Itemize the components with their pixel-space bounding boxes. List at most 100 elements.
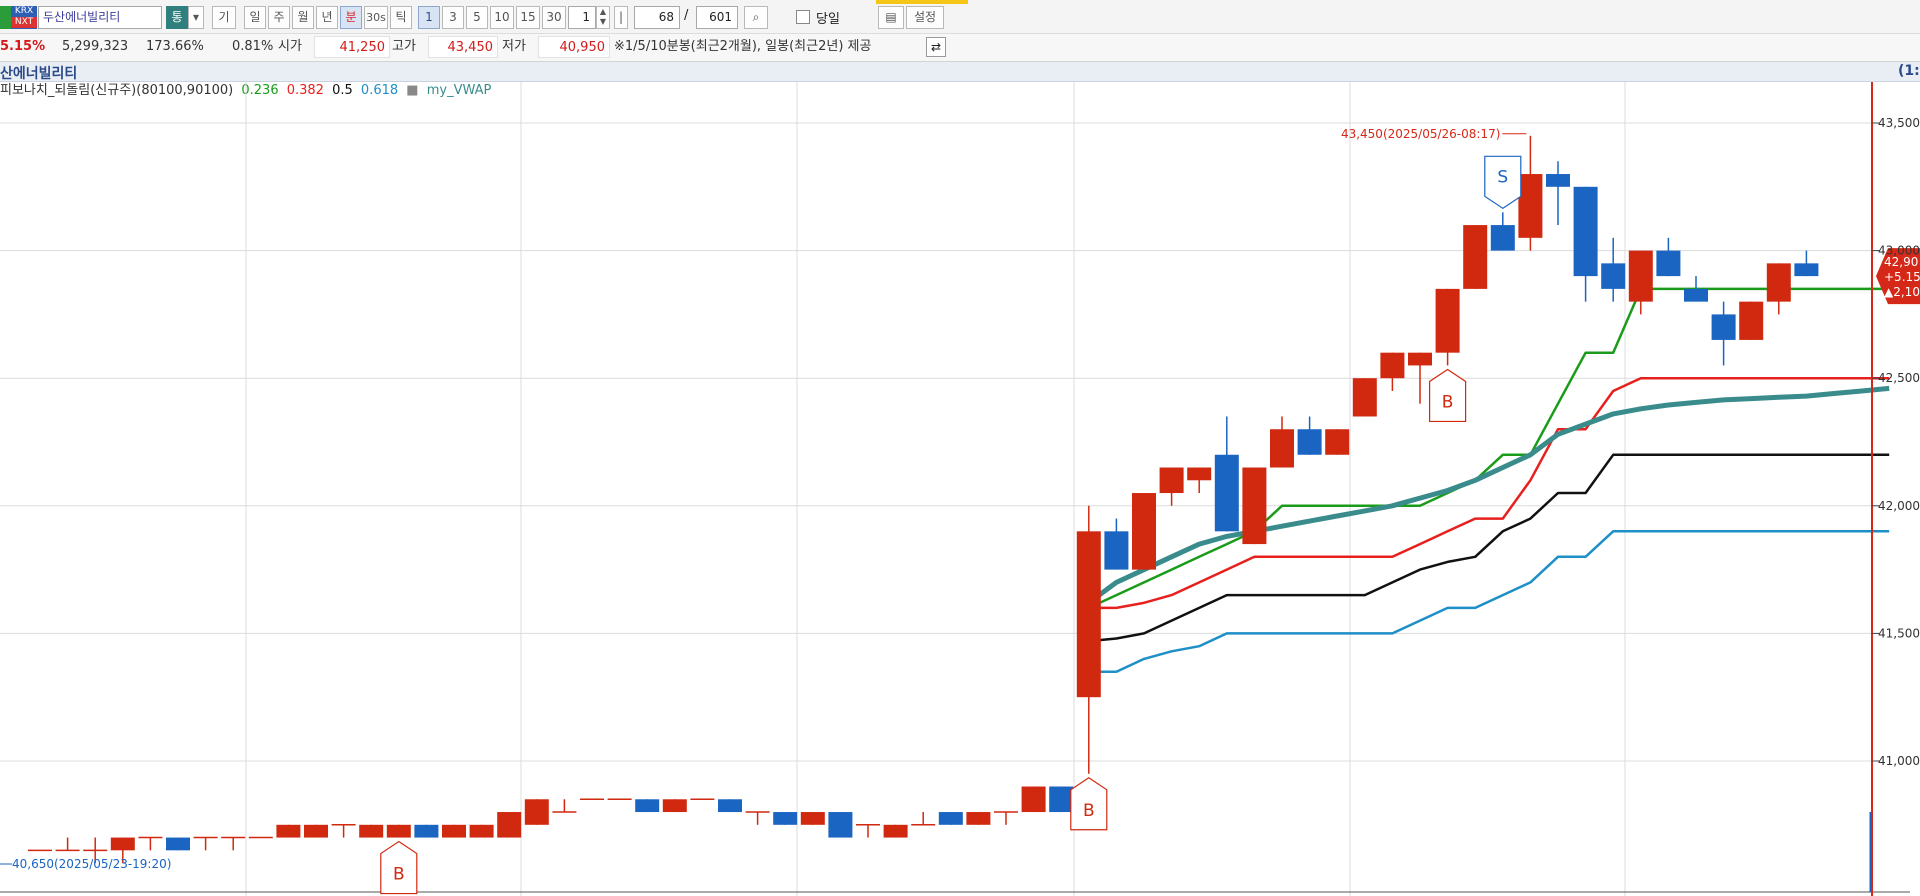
open-label: 시가 (278, 39, 302, 54)
low-label: 저가 (502, 39, 526, 54)
candle-body (304, 824, 328, 838)
same-day-checkbox[interactable] (796, 10, 810, 24)
candle-body (359, 824, 384, 838)
period-button-30s[interactable]: 30s (364, 6, 388, 29)
candle-body (1297, 429, 1322, 455)
candle-body (1490, 225, 1515, 251)
minute-label: 3 (449, 10, 457, 24)
open-value: 41,250 (314, 36, 390, 58)
save-icon: ▤ (885, 10, 897, 24)
code-type-button[interactable]: 통 (166, 6, 188, 29)
period-label: 일 (249, 10, 261, 24)
candle-body (1711, 314, 1736, 340)
candle-body (1794, 263, 1819, 277)
exchange-badge[interactable]: KRX NXT (11, 6, 37, 29)
magnifier-icon: ⌕ (752, 10, 760, 24)
buy-signal-marker (1428, 368, 1467, 423)
signal-label: B (1083, 801, 1095, 821)
period-label: 년 (321, 10, 333, 24)
candle-body (1739, 301, 1764, 340)
legend-vwap: my_VWAP (426, 83, 492, 98)
legend-vwap-swatch: ■ (406, 83, 419, 98)
candle-body (1573, 186, 1598, 277)
chevron-down-icon: ▾ (192, 10, 200, 24)
y-tick-label: 42,000 (1878, 499, 1920, 513)
signal-label: B (393, 865, 405, 885)
signal-label: S (1497, 167, 1508, 187)
period-label: 분 (345, 10, 357, 24)
volume-value: 5,299,323 (62, 39, 129, 54)
candle-body (1352, 378, 1377, 417)
stock-name-input[interactable]: 두산에너빌리티 (38, 6, 162, 29)
save-button[interactable]: ▤ (878, 6, 904, 29)
stepper-up-icon[interactable]: ▲ (599, 7, 607, 16)
turnover-rate: 0.81% (232, 39, 274, 54)
search-zoom-button[interactable]: ⌕ (744, 6, 768, 29)
period-button-minute[interactable]: 분 (340, 6, 362, 29)
minute-button-3[interactable]: 3 (442, 6, 464, 29)
minute-button-5[interactable]: 5 (466, 6, 488, 29)
code-type-dropdown[interactable]: ▾ (188, 6, 204, 29)
period-label: 월 (297, 10, 309, 24)
candle-body (1214, 454, 1239, 532)
trade-signals: B B B S (380, 155, 1522, 895)
active-tab-highlight (876, 0, 968, 4)
price-chart[interactable]: B B B S 43,450(2025/05/26-08:17) 40,650(2025… (0, 82, 1920, 896)
y-tick-label: 41,500 (1878, 626, 1920, 640)
candle-body (938, 812, 963, 825)
minute-button-1[interactable]: 1 (418, 6, 440, 29)
period-button-month[interactable]: 월 (292, 6, 314, 29)
candle-body (1463, 225, 1488, 289)
candle-body (414, 824, 439, 838)
candle-body (1270, 429, 1294, 468)
chart-title-bar: 산에너빌리티 (1: (0, 62, 1920, 82)
high-value: 43,450 (428, 36, 498, 58)
indicator-name: 피보나치_되돌림(신규주)(80100,90100) (0, 83, 234, 98)
series-line-0.382 (1088, 376, 1890, 610)
main-toolbar: KRX NXT 두산에너빌리티 통 ▾ 기 일 주 월 년 분 30s 틱 1 … (0, 0, 1920, 34)
y-tick-label: 43,500 (1878, 116, 1920, 130)
indicator-lines (1087, 287, 1890, 673)
series-line-my_VWAP (1087, 385, 1890, 605)
candle-body (1021, 786, 1046, 813)
stepper-down-icon[interactable]: ▼ (599, 17, 607, 26)
pipe-toggle-button[interactable]: | (614, 6, 628, 29)
period-button-year[interactable]: 년 (316, 6, 338, 29)
period-button-week[interactable]: 주 (268, 6, 290, 29)
settings-label: 설정 (913, 10, 937, 24)
settings-button[interactable]: 설정 (906, 6, 944, 29)
minute-label: 30 (546, 10, 562, 24)
candle-body (110, 837, 135, 851)
candle-body (497, 812, 522, 838)
candle-body (718, 799, 742, 813)
period-button-ki[interactable]: 기 (212, 6, 236, 29)
view-count-input[interactable]: 68 (634, 6, 680, 29)
candle-body (1601, 263, 1626, 289)
candle-body (1187, 467, 1212, 481)
candle-body (1435, 288, 1460, 353)
interval-value: 1 (582, 10, 590, 24)
data-notice: ※1/5/10분봉(최근2개월), 일봉(최근2년) 제공 (614, 39, 872, 54)
candle-body (1076, 531, 1101, 698)
exchange-top-label: KRX (14, 6, 34, 16)
market-badge-green[interactable] (0, 6, 11, 29)
minute-button-15[interactable]: 15 (516, 6, 540, 29)
candles (28, 135, 1819, 864)
candle-body (966, 812, 991, 825)
period-button-day[interactable]: 일 (244, 6, 266, 29)
minute-button-30[interactable]: 30 (542, 6, 566, 29)
period-label: 주 (273, 10, 285, 24)
candle-body (635, 799, 660, 813)
candle-body (276, 824, 301, 838)
period-button-tick[interactable]: 틱 (390, 6, 412, 29)
interval-stepper[interactable]: ▲ ▼ (596, 6, 610, 29)
candle-body (1325, 429, 1350, 455)
price-axis: 41,000 41,500 42,000 42,500 43,000 43,500 (1871, 82, 1920, 896)
series-line-0.5 (1088, 453, 1890, 643)
minute-label: 15 (520, 10, 536, 24)
minute-button-10[interactable]: 10 (490, 6, 514, 29)
interval-input[interactable]: 1 (568, 6, 596, 29)
candle-body (524, 799, 549, 825)
total-count-input[interactable]: 601 (696, 6, 738, 29)
refresh-toggle-button[interactable]: ⇄ (926, 37, 946, 57)
